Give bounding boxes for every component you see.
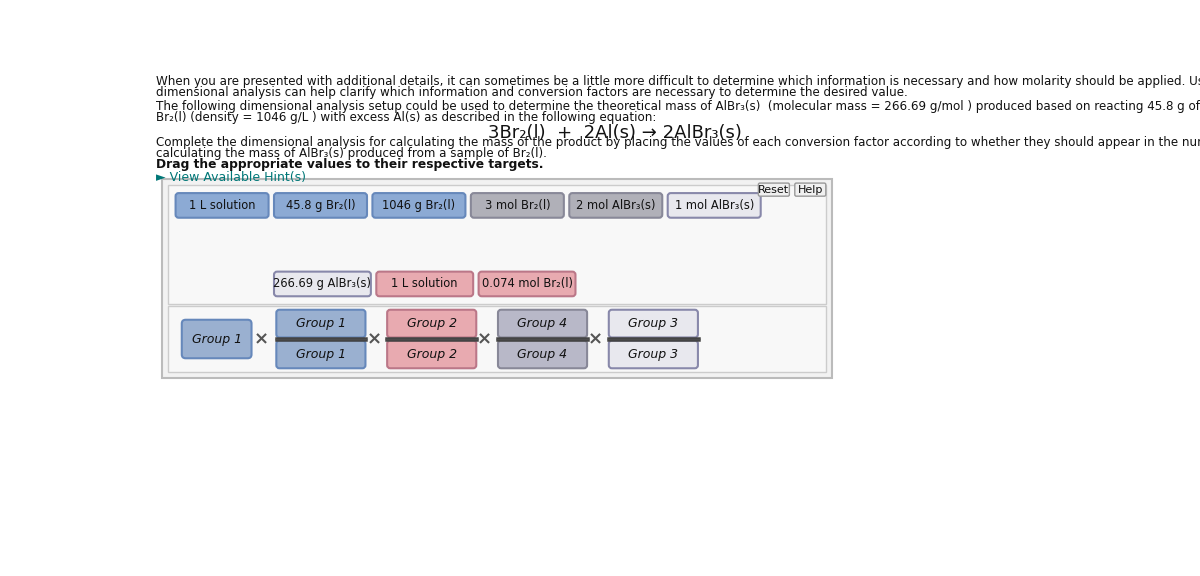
Text: Help: Help bbox=[798, 185, 823, 195]
Bar bbox=[168, 306, 826, 372]
FancyBboxPatch shape bbox=[276, 340, 366, 368]
FancyBboxPatch shape bbox=[758, 183, 790, 196]
FancyBboxPatch shape bbox=[388, 310, 476, 338]
Text: Group 2: Group 2 bbox=[407, 317, 457, 330]
FancyBboxPatch shape bbox=[377, 272, 473, 296]
FancyBboxPatch shape bbox=[794, 183, 826, 196]
FancyBboxPatch shape bbox=[498, 310, 587, 338]
Text: Reset: Reset bbox=[758, 185, 790, 195]
FancyBboxPatch shape bbox=[498, 340, 587, 368]
Text: 3 mol Br₂(l): 3 mol Br₂(l) bbox=[485, 199, 550, 212]
Text: Group 1: Group 1 bbox=[296, 348, 346, 361]
FancyBboxPatch shape bbox=[388, 340, 476, 368]
Text: Group 1: Group 1 bbox=[192, 332, 241, 346]
Text: Group 4: Group 4 bbox=[517, 317, 568, 330]
Text: 1 L solution: 1 L solution bbox=[391, 278, 458, 290]
Text: Group 2: Group 2 bbox=[407, 348, 457, 361]
Text: 1046 g Br₂(l): 1046 g Br₂(l) bbox=[383, 199, 456, 212]
Bar bbox=[162, 179, 832, 378]
Text: 2 mol AlBr₃(s): 2 mol AlBr₃(s) bbox=[576, 199, 655, 212]
FancyBboxPatch shape bbox=[608, 340, 698, 368]
Text: ×: × bbox=[588, 330, 604, 348]
Text: Group 3: Group 3 bbox=[629, 317, 678, 330]
Text: When you are presented with additional details, it can sometimes be a little mor: When you are presented with additional d… bbox=[156, 75, 1200, 88]
Text: 45.8 g Br₂(l): 45.8 g Br₂(l) bbox=[286, 199, 355, 212]
FancyBboxPatch shape bbox=[667, 193, 761, 218]
Text: Drag the appropriate values to their respective targets.: Drag the appropriate values to their res… bbox=[156, 158, 544, 172]
Text: dimensional analysis can help clarify which information and conversion factors a: dimensional analysis can help clarify wh… bbox=[156, 86, 908, 99]
Text: Complete the dimensional analysis for calculating the mass of the product by pla: Complete the dimensional analysis for ca… bbox=[156, 136, 1200, 149]
Text: ×: × bbox=[253, 330, 269, 348]
Text: 1 L solution: 1 L solution bbox=[188, 199, 256, 212]
Text: calculating the mass of AlBr₃(s) produced from a sample of Br₂(l).: calculating the mass of AlBr₃(s) produce… bbox=[156, 147, 547, 160]
FancyBboxPatch shape bbox=[470, 193, 564, 218]
FancyBboxPatch shape bbox=[479, 272, 576, 296]
Text: 266.69 g AlBr₃(s): 266.69 g AlBr₃(s) bbox=[274, 278, 372, 290]
Text: 1 mol AlBr₃(s): 1 mol AlBr₃(s) bbox=[674, 199, 754, 212]
Text: 3Br₂(l)  +  2Al(s) → 2AlBr₃(s): 3Br₂(l) + 2Al(s) → 2AlBr₃(s) bbox=[488, 124, 742, 142]
Text: Group 1: Group 1 bbox=[296, 317, 346, 330]
FancyBboxPatch shape bbox=[274, 193, 367, 218]
Text: 0.074 mol Br₂(l): 0.074 mol Br₂(l) bbox=[481, 278, 572, 290]
FancyBboxPatch shape bbox=[372, 193, 466, 218]
FancyBboxPatch shape bbox=[181, 320, 252, 358]
Text: Group 4: Group 4 bbox=[517, 348, 568, 361]
Text: Br₂(l) (density = 1046 g/L ) with excess Al(s) as described in the following equ: Br₂(l) (density = 1046 g/L ) with excess… bbox=[156, 111, 656, 124]
Text: ×: × bbox=[478, 330, 492, 348]
FancyBboxPatch shape bbox=[608, 310, 698, 338]
FancyBboxPatch shape bbox=[274, 272, 371, 296]
Text: ×: × bbox=[366, 330, 382, 348]
Bar bbox=[168, 185, 826, 304]
FancyBboxPatch shape bbox=[569, 193, 662, 218]
Text: ► View Available Hint(s): ► View Available Hint(s) bbox=[156, 170, 306, 184]
Text: The following dimensional analysis setup could be used to determine the theoreti: The following dimensional analysis setup… bbox=[156, 100, 1200, 113]
Text: Group 3: Group 3 bbox=[629, 348, 678, 361]
FancyBboxPatch shape bbox=[175, 193, 269, 218]
FancyBboxPatch shape bbox=[276, 310, 366, 338]
